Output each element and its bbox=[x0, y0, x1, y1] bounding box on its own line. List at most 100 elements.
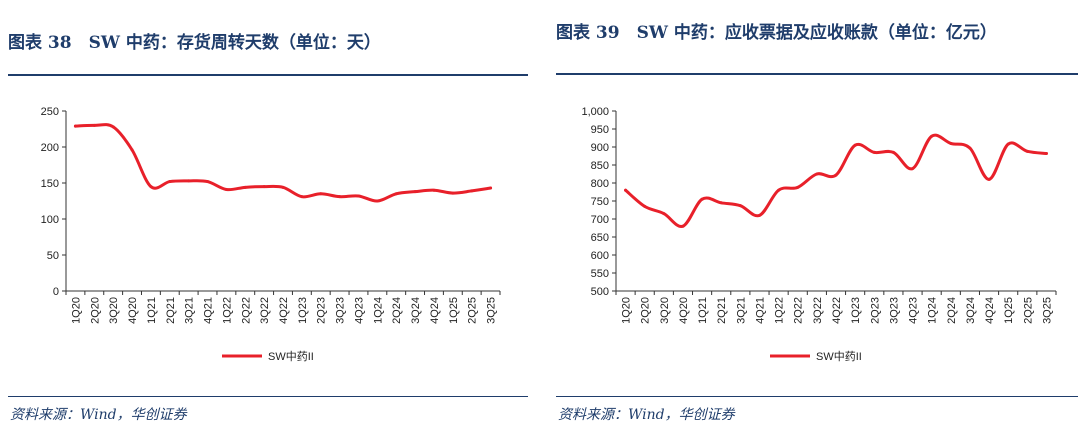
data-point bbox=[187, 179, 191, 183]
data-point bbox=[681, 224, 685, 228]
x-tick-label: 2Q22 bbox=[240, 297, 252, 324]
data-point bbox=[834, 173, 838, 177]
data-point bbox=[987, 177, 991, 181]
legend-label: SW中药II bbox=[816, 350, 862, 363]
y-tick-label: 150 bbox=[41, 178, 59, 190]
data-point bbox=[815, 172, 819, 176]
y-tick-label: 800 bbox=[591, 178, 609, 190]
data-point bbox=[777, 188, 781, 192]
x-tick-label: 1Q25 bbox=[448, 297, 460, 324]
data-point bbox=[281, 185, 285, 189]
data-point bbox=[738, 204, 742, 208]
x-tick-label: 3Q22 bbox=[812, 297, 824, 324]
data-point bbox=[624, 188, 628, 192]
chart-panel-inventory: 图表 38 SW 中药：存货周转天数（单位：天） 250 200 150 100 50 0… bbox=[0, 0, 530, 439]
x-tick-label: 3Q22 bbox=[259, 297, 271, 324]
x-tick-label: 3Q23 bbox=[888, 297, 900, 324]
data-point bbox=[73, 124, 77, 128]
x-tick-label: 1Q21 bbox=[146, 297, 158, 324]
data-point bbox=[432, 188, 436, 192]
series-line bbox=[73, 123, 493, 203]
data-point bbox=[1025, 149, 1029, 153]
y-tick-label: 550 bbox=[591, 268, 609, 280]
x-tick-label: 2Q23 bbox=[316, 297, 328, 324]
x-tick-label: 4Q22 bbox=[831, 297, 843, 324]
data-point bbox=[168, 180, 172, 184]
data-point bbox=[319, 192, 323, 196]
x-tick-label: 2Q24 bbox=[946, 297, 958, 324]
data-point bbox=[92, 123, 96, 127]
x-tick-label: 1Q22 bbox=[221, 297, 233, 324]
data-point bbox=[968, 146, 972, 150]
x-tick-label: 4Q21 bbox=[203, 297, 215, 324]
y-tick-label: 500 bbox=[591, 286, 609, 298]
data-point bbox=[111, 125, 115, 129]
chart-source: 资料来源：Wind，华创证券 bbox=[558, 407, 735, 423]
x-tick-label: 3Q20 bbox=[108, 297, 120, 324]
data-point bbox=[930, 134, 934, 138]
data-point bbox=[700, 197, 704, 201]
x-tick-label: 1Q20 bbox=[70, 297, 82, 324]
data-point bbox=[796, 185, 800, 189]
x-tick-label: 3Q25 bbox=[486, 297, 498, 324]
x-tick-label: 4Q24 bbox=[984, 297, 996, 324]
y-tick-label: 200 bbox=[41, 142, 59, 154]
data-point bbox=[243, 185, 247, 189]
y-tick-label: 0 bbox=[53, 286, 59, 298]
data-point bbox=[662, 212, 666, 216]
data-point bbox=[413, 190, 417, 194]
legend-label: SW中药II bbox=[268, 350, 314, 363]
data-point bbox=[1044, 151, 1048, 155]
y-tick-label: 950 bbox=[591, 124, 609, 136]
inventory-days-chart: 250 200 150 100 50 0 1Q20 2Q20 3Q20 4Q20 1Q21 2Q21 3… bbox=[41, 106, 501, 363]
y-tick-label: 700 bbox=[591, 214, 609, 226]
data-point bbox=[911, 167, 915, 171]
x-tick-label: 4Q23 bbox=[908, 297, 920, 324]
data-point bbox=[891, 150, 895, 154]
y-tick-label: 50 bbox=[47, 250, 59, 262]
x-tick-label: 1Q20 bbox=[621, 297, 633, 324]
x-tick-label: 1Q23 bbox=[297, 297, 309, 324]
x-tick-label: 4Q20 bbox=[678, 297, 690, 324]
x-tick-label: 2Q20 bbox=[640, 297, 652, 324]
chart-source: 资料来源：Wind，华创证券 bbox=[10, 407, 187, 423]
x-tick-label: 4Q20 bbox=[127, 297, 139, 324]
x-tick-label: 1Q21 bbox=[697, 297, 709, 324]
y-tick-label: 750 bbox=[591, 196, 609, 208]
data-point bbox=[470, 189, 474, 193]
y-tick-label: 900 bbox=[591, 142, 609, 154]
data-point bbox=[719, 201, 723, 205]
x-tick-label: 1Q22 bbox=[774, 297, 786, 324]
series-line bbox=[624, 133, 1048, 228]
x-tick-label: 4Q22 bbox=[278, 297, 290, 324]
data-point bbox=[949, 141, 953, 145]
x-tick-label: 1Q24 bbox=[927, 297, 939, 324]
data-point bbox=[872, 150, 876, 154]
title-divider bbox=[556, 73, 1078, 75]
y-tick-label: 650 bbox=[591, 232, 609, 244]
x-tick-label: 2Q20 bbox=[89, 297, 101, 324]
x-tick-label: 2Q21 bbox=[165, 297, 177, 324]
data-point bbox=[643, 204, 647, 208]
chart-panel-receivables: 图表 39 SW 中药：应收票据及应收账款（单位：亿元） 1,000 950 900… bbox=[548, 0, 1080, 439]
data-point bbox=[224, 187, 228, 191]
x-tick-label: 2Q21 bbox=[716, 297, 728, 324]
x-tick-label: 3Q24 bbox=[965, 297, 977, 324]
data-point bbox=[853, 143, 857, 147]
source-divider bbox=[556, 396, 1078, 397]
data-point bbox=[451, 191, 455, 195]
data-point bbox=[262, 185, 266, 189]
y-tick-label: 600 bbox=[591, 250, 609, 262]
y-tick-label: 250 bbox=[41, 106, 59, 118]
receivables-chart: 1,000 950 900 850 800 750 700 650 600 550 500 1Q20 2… bbox=[581, 106, 1057, 363]
y-tick-label: 100 bbox=[41, 214, 59, 226]
x-tick-label: 4Q21 bbox=[754, 297, 766, 324]
x-tick-label: 2Q25 bbox=[467, 297, 479, 324]
x-tick-label: 1Q23 bbox=[850, 297, 862, 324]
x-tick-label: 4Q24 bbox=[429, 297, 441, 324]
chart-title: 图表 39 SW 中药：应收票据及应收账款（单位：亿元） bbox=[556, 23, 997, 43]
data-point bbox=[757, 213, 761, 217]
data-point bbox=[1006, 142, 1010, 146]
y-tick-label: 850 bbox=[591, 160, 609, 172]
data-point bbox=[489, 186, 493, 190]
